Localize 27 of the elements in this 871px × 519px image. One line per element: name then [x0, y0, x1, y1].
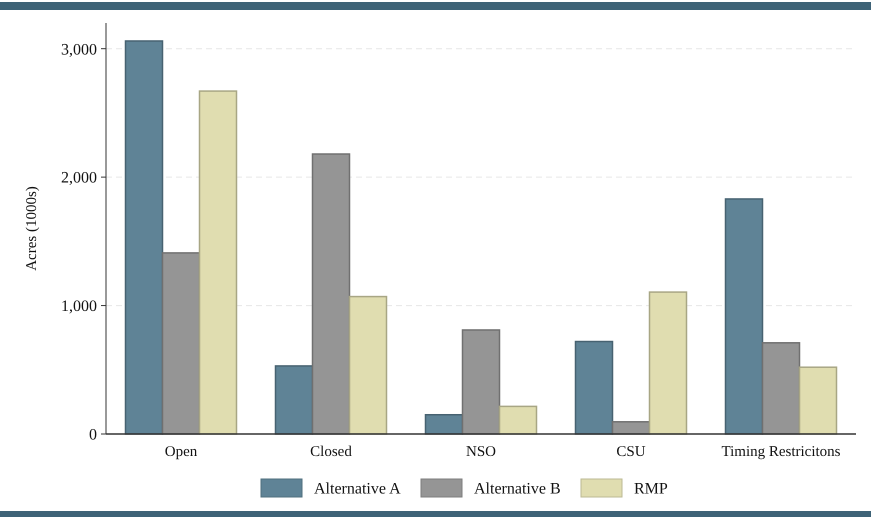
bar	[648, 291, 688, 435]
bar	[124, 40, 164, 435]
bar	[724, 198, 764, 435]
legend-label: Alternative B	[474, 480, 561, 498]
y-tick-label: 3,000	[61, 41, 97, 58]
bar	[462, 329, 500, 435]
x-tick-label: Closed	[310, 444, 352, 460]
y-tick-label: 1,000	[61, 298, 97, 316]
x-tick-label: Open	[164, 444, 198, 460]
y-tick-label: 2,000	[61, 170, 97, 187]
bar	[798, 366, 838, 435]
x-tick-label: Timing Restricitons	[721, 444, 841, 460]
y-axis-title: Acres (1000s)	[24, 186, 40, 271]
x-tick-label: NSO	[466, 444, 496, 460]
y-tick-label: 0	[89, 426, 97, 444]
bar	[498, 406, 538, 435]
x-tick-label: CSU	[616, 444, 646, 460]
bar	[162, 252, 200, 435]
bar	[198, 90, 238, 435]
bar	[274, 365, 314, 435]
legend-label: Alternative A	[314, 480, 402, 498]
bar	[312, 153, 350, 435]
bar	[348, 296, 388, 435]
bar	[762, 342, 800, 435]
bar	[574, 340, 614, 435]
bar	[424, 414, 464, 435]
legend-label: RMP	[634, 480, 668, 498]
